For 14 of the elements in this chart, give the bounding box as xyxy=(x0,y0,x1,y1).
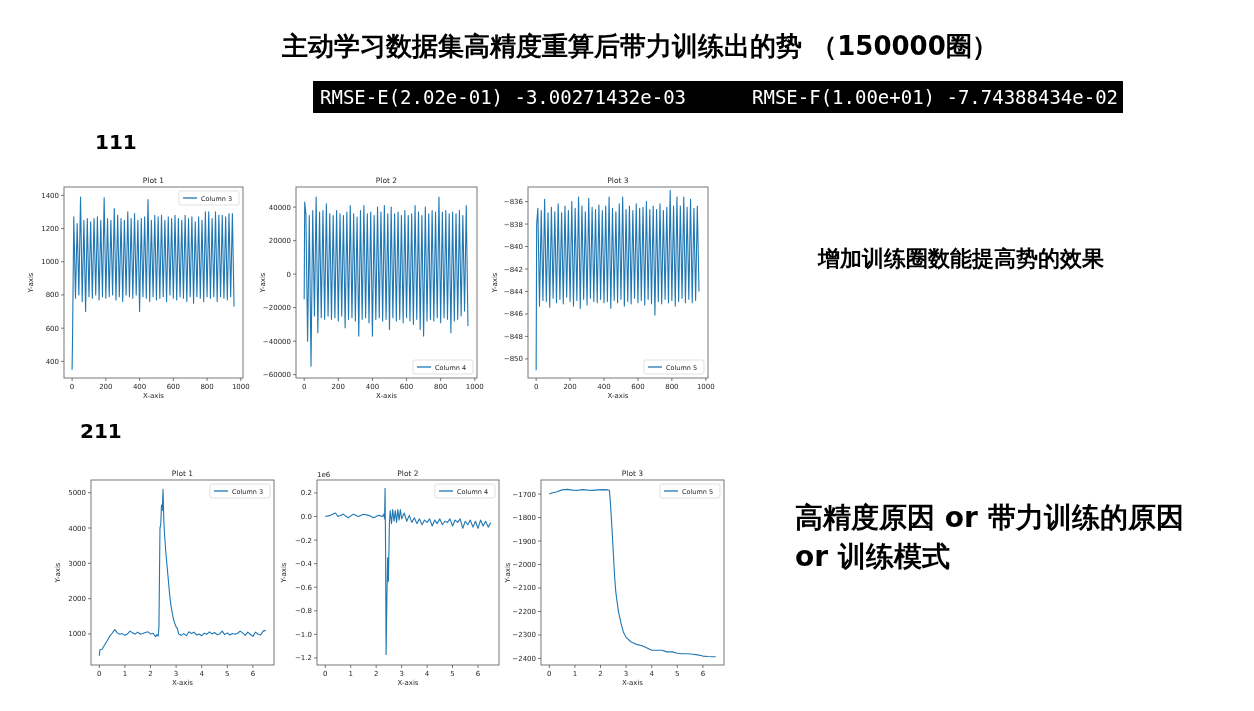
line-series xyxy=(71,196,235,371)
line-series xyxy=(98,488,267,657)
line-series xyxy=(548,488,717,658)
text: 211 xyxy=(80,419,122,443)
text: 主动学习数据集高精度重算后带力训练出的势 （150000圈） xyxy=(281,31,998,61)
line-series xyxy=(303,196,469,367)
text: or 训练模式 xyxy=(795,540,950,573)
line-series xyxy=(535,189,700,371)
text: 111 xyxy=(95,130,137,154)
text: 增加训练圈数能提高势的效果 xyxy=(817,246,1105,271)
text: RMSE-F(1.00e+01) -7.74388434e-02 xyxy=(752,86,1119,108)
text: RMSE-E(2.02e-01) -3.00271432e-03 xyxy=(320,86,687,108)
line-series xyxy=(324,487,492,655)
text: 高精度原因 or 带力训练的原因 xyxy=(795,501,1184,534)
